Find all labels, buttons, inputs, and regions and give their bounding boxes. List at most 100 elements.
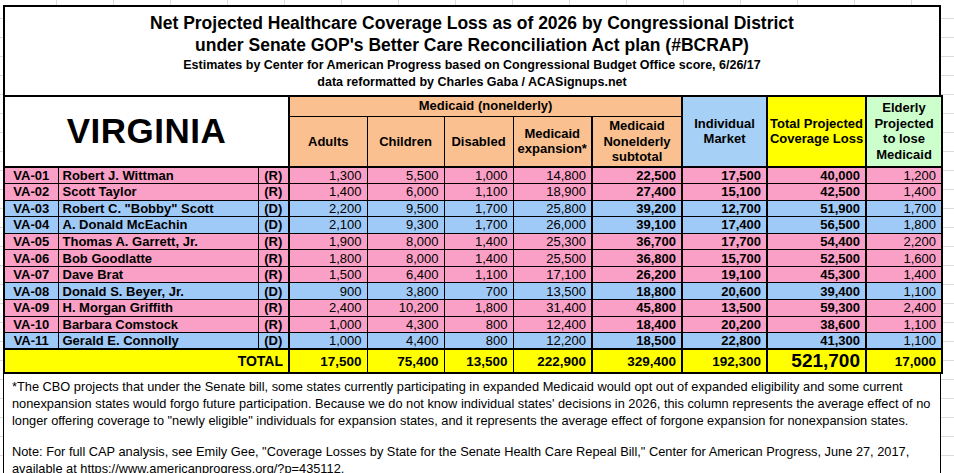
children-cell[interactable]: 8,000	[367, 250, 444, 267]
district-cell[interactable]: VA-03	[4, 200, 58, 217]
title-block[interactable]: Net Projected Healthcare Coverage Loss a…	[3, 5, 941, 95]
elderly-medicaid-cell[interactable]: 1,800	[866, 217, 942, 234]
party-cell[interactable]: (D)	[258, 283, 289, 300]
individual-market-cell[interactable]: 17,400	[682, 217, 767, 234]
total-coverage-loss-cell[interactable]: 40,000	[767, 167, 866, 184]
district-cell[interactable]: VA-08	[4, 283, 58, 300]
elderly-medicaid-cell[interactable]: 1,400	[866, 183, 942, 200]
adults-cell[interactable]: 1,000	[289, 333, 367, 350]
party-cell[interactable]: (R)	[258, 266, 289, 283]
disabled-cell[interactable]: 1,000	[444, 167, 513, 184]
representative-name-cell[interactable]: H. Morgan Griffith	[58, 300, 258, 317]
total-individual-market-cell[interactable]: 192,300	[682, 349, 767, 373]
representative-name-cell[interactable]: Scott Taylor	[58, 183, 258, 200]
district-cell[interactable]: VA-04	[4, 217, 58, 234]
medicaid-subtotal-cell[interactable]: 39,100	[592, 217, 682, 234]
party-cell[interactable]: (D)	[258, 333, 289, 350]
district-cell[interactable]: VA-09	[4, 300, 58, 317]
children-cell[interactable]: 4,300	[367, 316, 444, 333]
children-cell[interactable]: 10,200	[367, 300, 444, 317]
medicaid-expansion-cell[interactable]: 13,500	[513, 283, 592, 300]
total-adults-cell[interactable]: 17,500	[289, 349, 367, 373]
adults-cell[interactable]: 1,500	[289, 266, 367, 283]
disabled-cell[interactable]: 1,400	[444, 250, 513, 267]
representative-name-cell[interactable]: Robert C. "Bobby" Scott	[58, 200, 258, 217]
medicaid-group-header[interactable]: Medicaid (nonelderly)	[289, 96, 682, 117]
total-expansion-cell[interactable]: 222,900	[513, 349, 592, 373]
representative-name-cell[interactable]: A. Donald McEachin	[58, 217, 258, 234]
disabled-cell[interactable]: 1,800	[444, 300, 513, 317]
disabled-cell[interactable]: 1,100	[444, 183, 513, 200]
medicaid-subtotal-cell[interactable]: 36,700	[592, 233, 682, 250]
total-label[interactable]: TOTAL	[4, 349, 289, 373]
total-elderly-cell[interactable]: 17,000	[866, 349, 942, 373]
footnotes-block[interactable]: *The CBO projects that under the Senate …	[3, 374, 941, 473]
individual-market-cell[interactable]: 22,800	[682, 333, 767, 350]
elderly-medicaid-cell[interactable]: 1,600	[866, 250, 942, 267]
disabled-cell[interactable]: 1,400	[444, 233, 513, 250]
total-coverage-loss-header[interactable]: Total Projected Coverage Loss	[767, 96, 866, 167]
individual-market-header[interactable]: Individual Market	[682, 96, 767, 167]
party-cell[interactable]: (D)	[258, 217, 289, 234]
disabled-cell[interactable]: 1,700	[444, 200, 513, 217]
individual-market-cell[interactable]: 17,500	[682, 167, 767, 184]
total-children-cell[interactable]: 75,400	[367, 349, 444, 373]
total-coverage-loss-cell[interactable]: 38,600	[767, 316, 866, 333]
total-coverage-loss-cell[interactable]: 42,500	[767, 183, 866, 200]
medicaid-expansion-cell[interactable]: 12,400	[513, 316, 592, 333]
party-cell[interactable]: (R)	[258, 300, 289, 317]
children-cell[interactable]: 9,300	[367, 217, 444, 234]
medicaid-subtotal-cell[interactable]: 36,800	[592, 250, 682, 267]
medicaid-expansion-cell[interactable]: 25,300	[513, 233, 592, 250]
adults-cell[interactable]: 900	[289, 283, 367, 300]
representative-name-cell[interactable]: Bob Goodlatte	[58, 250, 258, 267]
disabled-cell[interactable]: 800	[444, 333, 513, 350]
total-coverage-loss-cell[interactable]: 52,500	[767, 250, 866, 267]
district-cell[interactable]: VA-07	[4, 266, 58, 283]
total-coverage-loss-cell[interactable]: 54,400	[767, 233, 866, 250]
elderly-medicaid-cell[interactable]: 2,400	[866, 300, 942, 317]
elderly-medicaid-cell[interactable]: 1,700	[866, 200, 942, 217]
medicaid-expansion-cell[interactable]: 25,800	[513, 200, 592, 217]
total-coverage-loss-cell[interactable]: 39,400	[767, 283, 866, 300]
district-cell[interactable]: VA-06	[4, 250, 58, 267]
party-cell[interactable]: (R)	[258, 167, 289, 184]
medicaid-expansion-cell[interactable]: 14,800	[513, 167, 592, 184]
children-cell[interactable]: 4,400	[367, 333, 444, 350]
medicaid-expansion-header[interactable]: Medicaid expansion*	[513, 117, 592, 167]
medicaid-subtotal-cell[interactable]: 45,800	[592, 300, 682, 317]
individual-market-cell[interactable]: 17,700	[682, 233, 767, 250]
elderly-medicaid-cell[interactable]: 1,100	[866, 283, 942, 300]
individual-market-cell[interactable]: 20,200	[682, 316, 767, 333]
medicaid-subtotal-header[interactable]: Medicaid Nonelderly subtotal	[592, 117, 682, 167]
adults-cell[interactable]: 1,800	[289, 250, 367, 267]
disabled-cell[interactable]: 800	[444, 316, 513, 333]
medicaid-subtotal-cell[interactable]: 26,200	[592, 266, 682, 283]
district-cell[interactable]: VA-10	[4, 316, 58, 333]
individual-market-cell[interactable]: 13,500	[682, 300, 767, 317]
representative-name-cell[interactable]: Thomas A. Garrett, Jr.	[58, 233, 258, 250]
district-cell[interactable]: VA-11	[4, 333, 58, 350]
total-subtotal-cell[interactable]: 329,400	[592, 349, 682, 373]
individual-market-cell[interactable]: 19,100	[682, 266, 767, 283]
adults-cell[interactable]: 1,400	[289, 183, 367, 200]
representative-name-cell[interactable]: Donald S. Beyer, Jr.	[58, 283, 258, 300]
adults-cell[interactable]: 1,300	[289, 167, 367, 184]
medicaid-subtotal-cell[interactable]: 22,500	[592, 167, 682, 184]
total-coverage-loss-cell[interactable]: 41,300	[767, 333, 866, 350]
children-cell[interactable]: 9,500	[367, 200, 444, 217]
individual-market-cell[interactable]: 20,600	[682, 283, 767, 300]
individual-market-cell[interactable]: 12,700	[682, 200, 767, 217]
representative-name-cell[interactable]: Dave Brat	[58, 266, 258, 283]
medicaid-subtotal-cell[interactable]: 27,400	[592, 183, 682, 200]
elderly-medicaid-cell[interactable]: 1,400	[866, 266, 942, 283]
medicaid-subtotal-cell[interactable]: 39,200	[592, 200, 682, 217]
total-coverage-loss-cell[interactable]: 56,500	[767, 217, 866, 234]
district-cell[interactable]: VA-02	[4, 183, 58, 200]
disabled-cell[interactable]: 1,100	[444, 266, 513, 283]
disabled-cell[interactable]: 1,700	[444, 217, 513, 234]
total-disabled-cell[interactable]: 13,500	[444, 349, 513, 373]
elderly-medicaid-cell[interactable]: 1,100	[866, 333, 942, 350]
adults-header[interactable]: Adults	[289, 117, 367, 167]
disabled-header[interactable]: Disabled	[444, 117, 513, 167]
